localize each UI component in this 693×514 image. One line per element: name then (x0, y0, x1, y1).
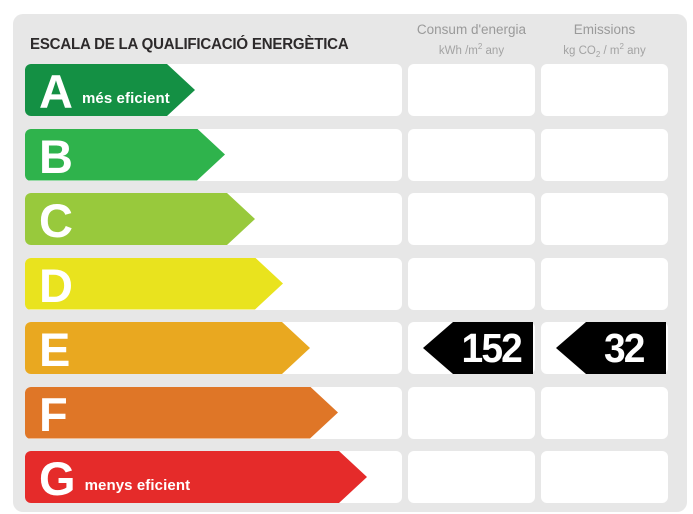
emissions-cell (541, 128, 668, 181)
scale-row-b: B (13, 128, 687, 181)
consumption-value-badge: 152 (423, 322, 533, 374)
emissions-cell (541, 386, 668, 439)
consumption-cell (408, 451, 535, 503)
column-header-consumption: Consum d'energia kWh /m2 any (408, 21, 535, 59)
consumption-cell: 152 (408, 322, 535, 374)
scale-row-c: C (13, 193, 687, 245)
rating-bar-a: A més eficient (25, 64, 195, 116)
scale-row-d: D (13, 257, 687, 310)
rating-bar-d: D (25, 258, 283, 310)
rating-bar-b: B (25, 129, 225, 181)
emissions-cell (541, 64, 668, 116)
rating-note: més eficient (81, 90, 170, 107)
emissions-column-title: Emissions (573, 22, 636, 37)
rating-bar-c: C (25, 193, 255, 245)
emissions-column-units: kg CO2 / m2 any (563, 42, 646, 60)
rating-letter: F (39, 387, 68, 441)
rating-bar-g: G menys eficient (25, 451, 367, 503)
consumption-cell (408, 193, 535, 245)
consumption-column-units: kWh /m2 any (438, 42, 505, 57)
scale-row-a: A més eficient (13, 64, 687, 116)
rating-letter: C (39, 194, 73, 247)
energy-scale-panel: ESCALA DE LA QUALIFICACIÓ ENERGÈTICA Con… (13, 14, 687, 512)
emissions-cell (541, 193, 668, 245)
rating-letter: B (39, 129, 73, 183)
consumption-cell (408, 128, 535, 181)
consumption-value-badge-number: 152 (461, 325, 522, 371)
emissions-cell: 32 (541, 322, 668, 374)
emissions-value-badge: 32 (556, 322, 666, 374)
scale-row-f: F (13, 386, 687, 439)
consumption-cell (408, 64, 535, 116)
page-title: ESCALA DE LA QUALIFICACIÓ ENERGÈTICA (30, 36, 349, 53)
rating-bar-f: F (25, 387, 338, 439)
column-header-emissions: Emissions kg CO2 / m2 any (541, 21, 668, 62)
scale-row-g: G menys eficient (13, 451, 687, 503)
emissions-cell (541, 451, 668, 503)
rating-letter: A (39, 65, 73, 118)
rating-note: menys eficient (84, 477, 191, 494)
consumption-column-title: Consum d'energia (416, 22, 527, 37)
emissions-cell (541, 257, 668, 310)
rating-bar-e: E (25, 322, 310, 374)
rating-letter: E (39, 323, 71, 376)
rating-letter: D (39, 258, 73, 312)
scale-row-e: 152 32 E (13, 322, 687, 374)
consumption-cell (408, 257, 535, 310)
emissions-value-badge-number: 32 (604, 325, 645, 371)
rating-letter: G (39, 452, 76, 505)
consumption-cell (408, 386, 535, 439)
